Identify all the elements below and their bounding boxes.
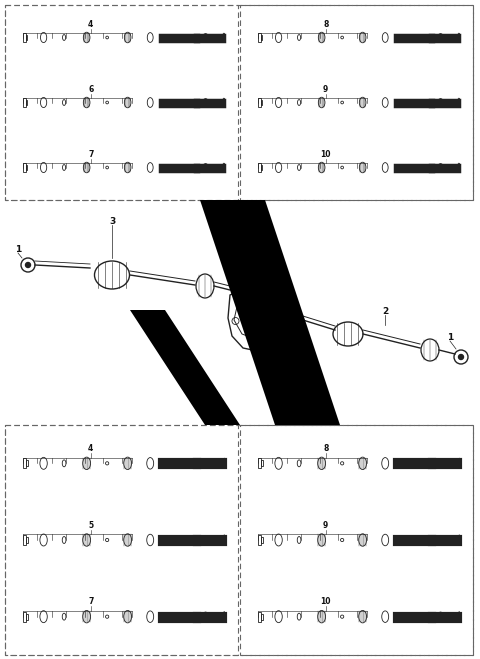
- Bar: [261, 35, 262, 40]
- Circle shape: [25, 262, 31, 268]
- Bar: [258, 612, 261, 621]
- Bar: [240, 425, 473, 655]
- Circle shape: [458, 355, 464, 360]
- Polygon shape: [130, 310, 240, 425]
- Polygon shape: [200, 200, 340, 425]
- Bar: [23, 535, 26, 545]
- Text: 50-510: 50-510: [241, 283, 275, 291]
- Bar: [258, 98, 261, 107]
- Bar: [5, 425, 238, 655]
- Bar: [26, 614, 28, 619]
- Text: 9: 9: [323, 521, 328, 530]
- Bar: [261, 100, 262, 105]
- Text: 4: 4: [88, 444, 94, 453]
- Text: 11: 11: [272, 341, 284, 351]
- Bar: [26, 461, 28, 467]
- Bar: [261, 537, 263, 543]
- Bar: [261, 165, 262, 170]
- Text: 4: 4: [88, 20, 94, 29]
- Bar: [23, 33, 25, 42]
- Bar: [25, 35, 27, 40]
- Text: 8: 8: [323, 20, 328, 29]
- Text: 10: 10: [321, 597, 331, 606]
- Text: 7: 7: [88, 150, 94, 159]
- Text: 2: 2: [382, 308, 388, 316]
- Bar: [23, 612, 26, 621]
- Bar: [25, 100, 27, 105]
- Text: 6: 6: [88, 85, 94, 94]
- Bar: [23, 163, 25, 172]
- Bar: [258, 535, 261, 545]
- Bar: [258, 163, 261, 172]
- Text: 1: 1: [15, 246, 21, 254]
- Bar: [240, 5, 473, 200]
- Bar: [23, 98, 25, 107]
- Bar: [23, 458, 26, 469]
- Bar: [5, 5, 473, 200]
- Text: 8: 8: [323, 444, 328, 453]
- Bar: [5, 425, 473, 655]
- Bar: [261, 614, 263, 619]
- Text: 1: 1: [447, 333, 453, 343]
- Bar: [258, 33, 261, 42]
- Text: 10: 10: [321, 150, 331, 159]
- Text: 7: 7: [88, 597, 94, 606]
- Text: 3: 3: [109, 217, 115, 227]
- Text: 9: 9: [323, 85, 328, 94]
- Bar: [261, 461, 263, 467]
- Bar: [258, 458, 261, 469]
- Bar: [5, 5, 238, 200]
- Bar: [26, 537, 28, 543]
- Text: 5: 5: [88, 521, 93, 530]
- Bar: [25, 165, 27, 170]
